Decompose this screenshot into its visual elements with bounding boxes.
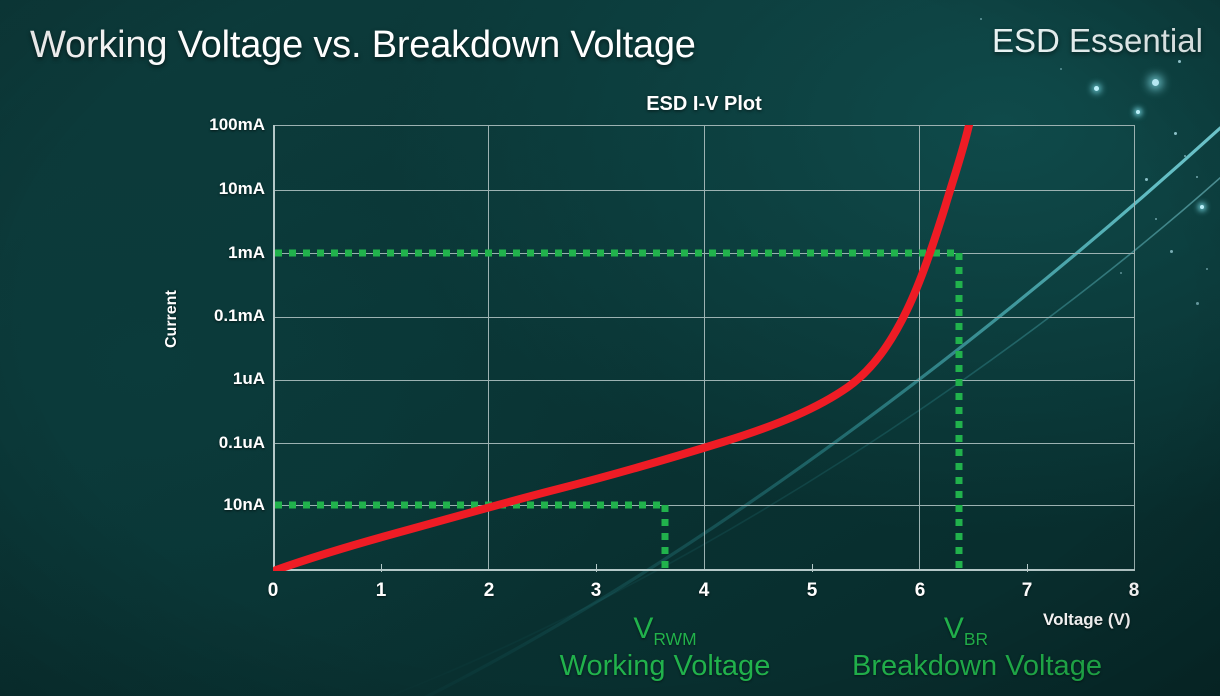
vrwm-symbol-subscript: RWM: [653, 629, 697, 649]
x-tick-label: 6: [914, 580, 926, 601]
vrwm-symbol-letter: V: [633, 612, 654, 645]
x-tick-label: 5: [806, 580, 818, 601]
vbr-caption: Breakdown Voltage: [852, 650, 1102, 682]
page-title: Working Voltage vs. Breakdown Voltage: [30, 24, 696, 66]
plot-frame-right: [1134, 125, 1135, 571]
plot-axis-y: [273, 125, 275, 571]
x-tick-label: 1: [375, 580, 387, 601]
x-tick-label: 4: [698, 580, 710, 601]
plot-frame-top: [273, 125, 1135, 126]
gridline-vertical: [919, 125, 920, 571]
y-tick-label: 100mA: [209, 115, 265, 134]
iv-curve: [273, 125, 973, 571]
vbr-symbol: VBR: [944, 612, 988, 650]
y-tick-label: 1mA: [228, 243, 265, 262]
vrwm-caption: Working Voltage: [559, 650, 771, 682]
x-tick-label: 7: [1021, 580, 1033, 601]
iv-curve-svg: [273, 125, 973, 571]
vbr-symbol-subscript: BR: [963, 629, 989, 649]
gridline-vertical: [488, 125, 489, 571]
brand-title: ESD Essential: [992, 22, 1203, 59]
x-tick-label: 8: [1128, 580, 1140, 601]
y-axis-tick-labels: 100mA 10mA 1mA 0.1mA 1uA 0.1uA 10nA: [193, 115, 265, 571]
y-tick-label: 10mA: [218, 179, 265, 198]
x-axis-tick-labels: 0 1 2 3 4 5 6 7 8: [268, 580, 1140, 608]
x-tick-label: 2: [483, 580, 495, 601]
x-tick-label: 0: [267, 580, 279, 601]
y-tick-label: 10nA: [223, 495, 265, 514]
y-tick-label: 0.1mA: [213, 306, 265, 325]
vbr-symbol-letter: V: [943, 612, 964, 645]
gridline-vertical: [704, 125, 705, 571]
x-tick-label: 3: [590, 580, 602, 601]
chart-title: ESD I-V Plot: [646, 93, 762, 115]
y-axis-title: Current: [163, 290, 180, 348]
plot-area: [273, 125, 1135, 571]
x-axis-title: Voltage (V): [1043, 610, 1131, 629]
y-tick-label: 0.1uA: [218, 433, 265, 452]
chart-title-container: ESD I-V Plot: [273, 93, 1135, 116]
y-tick-label: 1uA: [232, 369, 265, 388]
plot-axis-x: [273, 569, 1135, 571]
x-axis-tick-marks: [273, 563, 1135, 572]
vrwm-symbol: VRWM: [633, 612, 696, 650]
